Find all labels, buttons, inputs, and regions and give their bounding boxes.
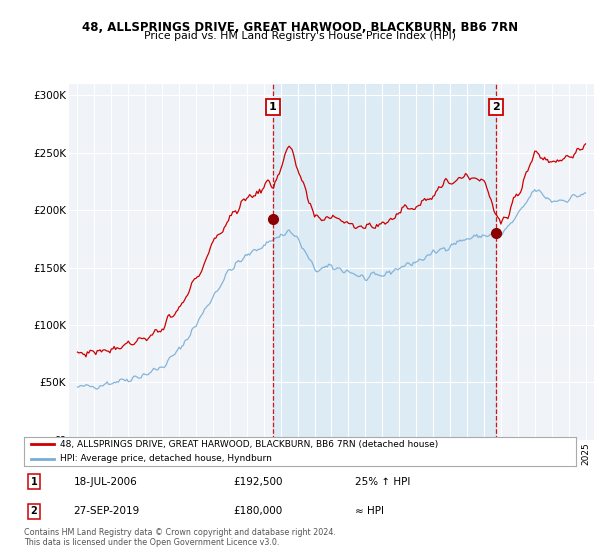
- Text: 18-JUL-2006: 18-JUL-2006: [74, 477, 137, 487]
- Text: Contains HM Land Registry data © Crown copyright and database right 2024.
This d: Contains HM Land Registry data © Crown c…: [24, 528, 336, 547]
- Text: 27-SEP-2019: 27-SEP-2019: [74, 506, 140, 516]
- Text: HPI: Average price, detached house, Hyndburn: HPI: Average price, detached house, Hynd…: [60, 454, 272, 463]
- Text: 48, ALLSPRINGS DRIVE, GREAT HARWOOD, BLACKBURN, BB6 7RN: 48, ALLSPRINGS DRIVE, GREAT HARWOOD, BLA…: [82, 21, 518, 34]
- Text: ≈ HPI: ≈ HPI: [355, 506, 384, 516]
- Text: 48, ALLSPRINGS DRIVE, GREAT HARWOOD, BLACKBURN, BB6 7RN (detached house): 48, ALLSPRINGS DRIVE, GREAT HARWOOD, BLA…: [60, 440, 438, 449]
- Text: £180,000: £180,000: [234, 506, 283, 516]
- Text: 1: 1: [31, 477, 37, 487]
- Text: £192,500: £192,500: [234, 477, 283, 487]
- Text: 25% ↑ HPI: 25% ↑ HPI: [355, 477, 410, 487]
- Bar: [273, 84, 496, 440]
- Text: 1: 1: [269, 102, 277, 112]
- Text: 2: 2: [493, 102, 500, 112]
- Text: Price paid vs. HM Land Registry's House Price Index (HPI): Price paid vs. HM Land Registry's House …: [144, 31, 456, 41]
- Text: 2: 2: [31, 506, 37, 516]
